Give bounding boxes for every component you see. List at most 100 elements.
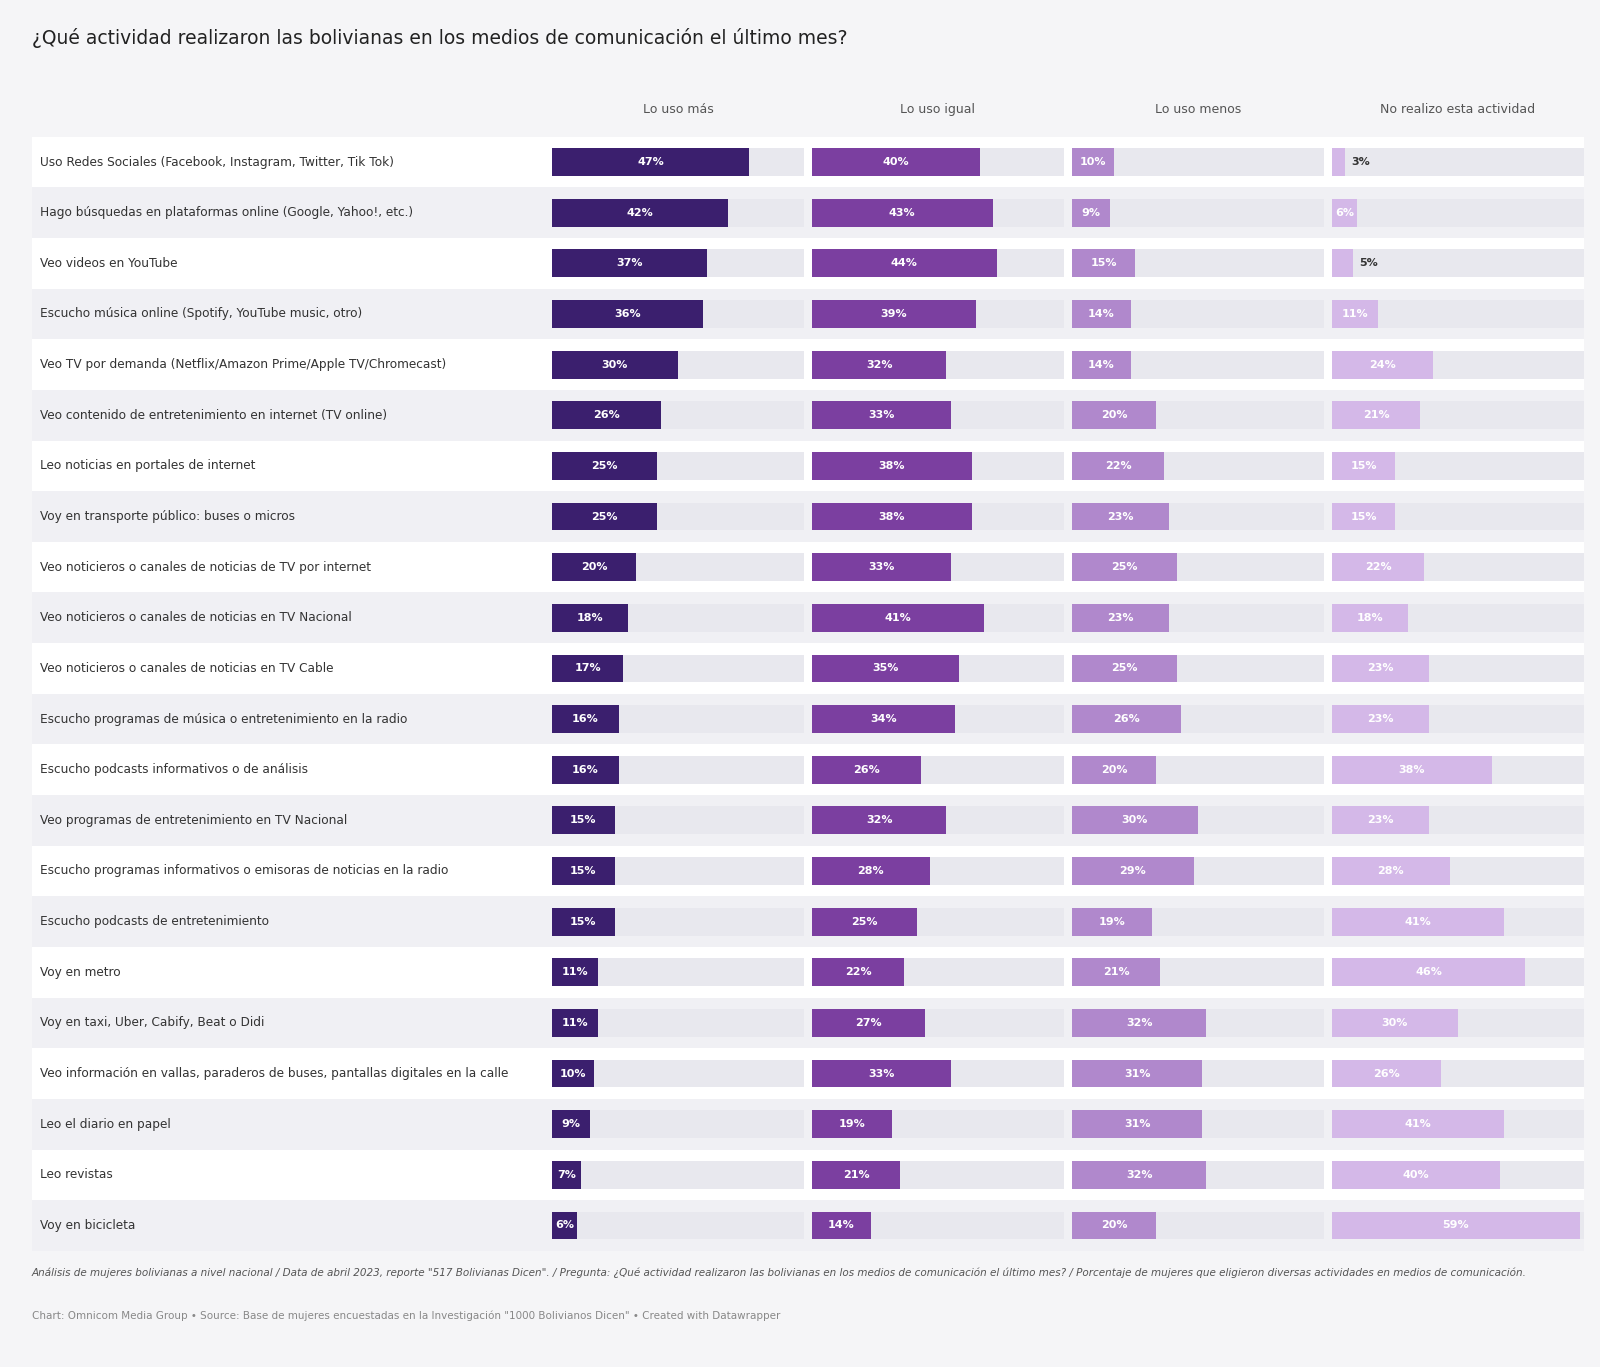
FancyBboxPatch shape <box>811 604 1064 632</box>
FancyBboxPatch shape <box>1072 1211 1323 1240</box>
FancyBboxPatch shape <box>552 1009 598 1036</box>
FancyBboxPatch shape <box>1072 402 1155 429</box>
Text: 6%: 6% <box>555 1221 574 1230</box>
FancyBboxPatch shape <box>811 655 1064 682</box>
FancyBboxPatch shape <box>552 1110 803 1139</box>
Text: 14%: 14% <box>1088 360 1115 369</box>
Text: 33%: 33% <box>869 562 894 573</box>
FancyBboxPatch shape <box>811 351 1064 379</box>
Text: 43%: 43% <box>890 208 915 217</box>
Text: 39%: 39% <box>880 309 907 319</box>
FancyBboxPatch shape <box>552 503 803 530</box>
FancyBboxPatch shape <box>1072 908 1323 935</box>
Text: 38%: 38% <box>878 511 906 521</box>
Text: 40%: 40% <box>883 157 909 167</box>
Text: 22%: 22% <box>1365 562 1392 573</box>
FancyBboxPatch shape <box>1072 148 1114 176</box>
FancyBboxPatch shape <box>1072 452 1165 480</box>
FancyBboxPatch shape <box>1072 1110 1323 1139</box>
FancyBboxPatch shape <box>1331 958 1525 986</box>
Text: 11%: 11% <box>1342 309 1368 319</box>
FancyBboxPatch shape <box>1072 198 1323 227</box>
FancyBboxPatch shape <box>552 148 749 176</box>
FancyBboxPatch shape <box>811 503 971 530</box>
FancyBboxPatch shape <box>1331 299 1584 328</box>
Text: 38%: 38% <box>878 461 906 470</box>
FancyBboxPatch shape <box>32 187 1584 238</box>
Text: 15%: 15% <box>1350 461 1376 470</box>
Text: 34%: 34% <box>870 714 896 725</box>
FancyBboxPatch shape <box>552 807 614 834</box>
FancyBboxPatch shape <box>1072 1059 1323 1088</box>
Text: Hago búsquedas en plataformas online (Google, Yahoo!, etc.): Hago búsquedas en plataformas online (Go… <box>40 206 413 219</box>
Text: Veo contenido de entretenimiento en internet (TV online): Veo contenido de entretenimiento en inte… <box>40 409 387 422</box>
Text: Veo programas de entretenimiento en TV Nacional: Veo programas de entretenimiento en TV N… <box>40 813 347 827</box>
FancyBboxPatch shape <box>552 452 803 480</box>
FancyBboxPatch shape <box>1331 452 1395 480</box>
FancyBboxPatch shape <box>1331 554 1584 581</box>
FancyBboxPatch shape <box>552 908 803 935</box>
Text: Leo revistas: Leo revistas <box>40 1169 112 1181</box>
FancyBboxPatch shape <box>552 655 624 682</box>
FancyBboxPatch shape <box>1331 807 1584 834</box>
FancyBboxPatch shape <box>1072 908 1152 935</box>
FancyBboxPatch shape <box>1331 756 1491 783</box>
Text: 31%: 31% <box>1123 1120 1150 1129</box>
Text: 25%: 25% <box>590 461 618 470</box>
Text: 26%: 26% <box>1373 1069 1400 1079</box>
Text: 15%: 15% <box>1090 258 1117 268</box>
FancyBboxPatch shape <box>32 541 1584 592</box>
Text: Chart: Omnicom Media Group • Source: Base de mujeres encuestadas en la Investiga: Chart: Omnicom Media Group • Source: Bas… <box>32 1311 781 1322</box>
FancyBboxPatch shape <box>811 807 1064 834</box>
FancyBboxPatch shape <box>811 351 946 379</box>
Text: 15%: 15% <box>570 815 597 826</box>
FancyBboxPatch shape <box>1072 1059 1202 1088</box>
Text: 7%: 7% <box>557 1170 576 1180</box>
FancyBboxPatch shape <box>811 452 1064 480</box>
FancyBboxPatch shape <box>1072 705 1181 733</box>
Text: 25%: 25% <box>851 917 878 927</box>
FancyBboxPatch shape <box>552 299 702 328</box>
Text: 15%: 15% <box>1350 511 1376 521</box>
FancyBboxPatch shape <box>552 604 627 632</box>
FancyBboxPatch shape <box>1331 604 1408 632</box>
FancyBboxPatch shape <box>552 554 803 581</box>
FancyBboxPatch shape <box>32 339 1584 390</box>
FancyBboxPatch shape <box>811 1059 950 1088</box>
Text: 23%: 23% <box>1107 511 1133 521</box>
FancyBboxPatch shape <box>1072 249 1323 278</box>
Text: 33%: 33% <box>869 410 894 420</box>
Text: Escucho música online (Spotify, YouTube music, otro): Escucho música online (Spotify, YouTube … <box>40 308 362 320</box>
FancyBboxPatch shape <box>811 402 1064 429</box>
Text: 20%: 20% <box>1101 764 1128 775</box>
FancyBboxPatch shape <box>811 705 955 733</box>
Text: 23%: 23% <box>1366 663 1394 674</box>
Text: 22%: 22% <box>845 968 872 977</box>
FancyBboxPatch shape <box>1331 1009 1458 1036</box>
Text: 21%: 21% <box>843 1170 869 1180</box>
FancyBboxPatch shape <box>811 299 1064 328</box>
FancyBboxPatch shape <box>811 402 950 429</box>
FancyBboxPatch shape <box>32 796 1584 846</box>
FancyBboxPatch shape <box>1331 756 1584 783</box>
FancyBboxPatch shape <box>552 756 619 783</box>
Text: 23%: 23% <box>1366 714 1394 725</box>
FancyBboxPatch shape <box>1072 655 1178 682</box>
FancyBboxPatch shape <box>1331 857 1450 884</box>
Text: 23%: 23% <box>1107 612 1133 623</box>
Text: 32%: 32% <box>866 360 893 369</box>
FancyBboxPatch shape <box>552 1211 578 1240</box>
FancyBboxPatch shape <box>1331 402 1421 429</box>
FancyBboxPatch shape <box>811 1110 891 1139</box>
FancyBboxPatch shape <box>552 857 803 884</box>
FancyBboxPatch shape <box>811 198 1064 227</box>
FancyBboxPatch shape <box>552 402 803 429</box>
Text: 11%: 11% <box>562 1018 589 1028</box>
FancyBboxPatch shape <box>1072 1110 1202 1139</box>
FancyBboxPatch shape <box>1072 198 1110 227</box>
FancyBboxPatch shape <box>552 908 614 935</box>
Text: 25%: 25% <box>1112 562 1138 573</box>
Text: 21%: 21% <box>1102 968 1130 977</box>
Text: 22%: 22% <box>1106 461 1131 470</box>
FancyBboxPatch shape <box>1331 1161 1499 1189</box>
